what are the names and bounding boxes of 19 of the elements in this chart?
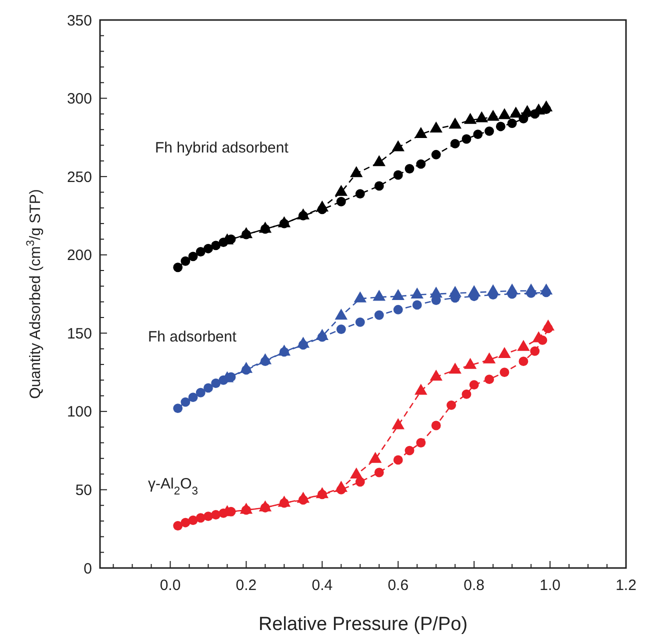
x-tick-label: 0.6: [388, 577, 409, 594]
y-tick-label: 150: [66, 325, 92, 342]
x-tick-label: 1.2: [616, 577, 636, 594]
annotation: Fh adsorbent: [148, 328, 238, 346]
x-tick-label: 1.0: [540, 577, 560, 594]
y-tick-label: 250: [66, 168, 92, 186]
y-tick-label: 0: [84, 560, 92, 578]
annotation: γ-Al$_{2}$O$_{3}$: [148, 475, 198, 498]
y-tick-label: 350: [66, 12, 92, 30]
y-tick-label: 200: [66, 247, 92, 264]
x-axis-title: Relative Pressure (P/Po): [258, 614, 468, 635]
annotation: Fh hybrid adsorbent: [155, 139, 290, 156]
x-tick-label: 0.0: [160, 577, 181, 594]
y-tick-label: 50: [75, 482, 92, 499]
x-tick-label: 0.4: [312, 577, 333, 594]
x-tick-label: 0.8: [464, 577, 485, 594]
y-tick-label: 100: [66, 404, 92, 421]
y-tick-label: 300: [66, 90, 92, 108]
x-tick-label: 0.2: [236, 577, 257, 594]
